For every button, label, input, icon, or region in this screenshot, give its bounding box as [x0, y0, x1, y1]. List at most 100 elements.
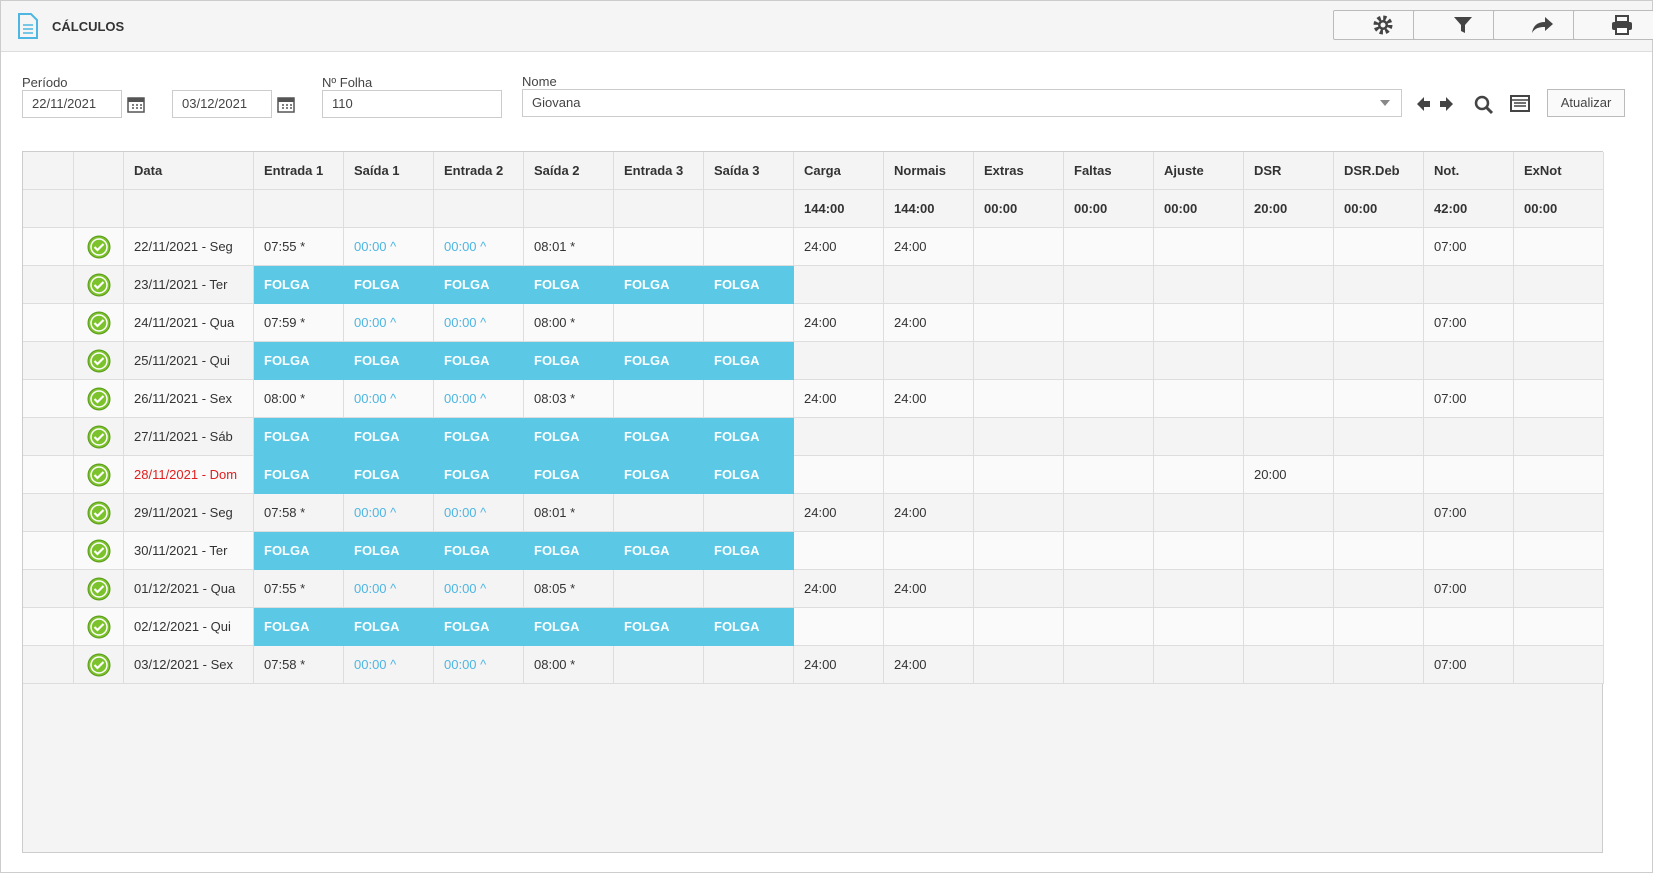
data-cell: 24:00: [884, 494, 974, 532]
calendar-icon[interactable]: [277, 95, 295, 113]
data-cell: FOLGA: [344, 608, 434, 646]
status-cell: [74, 608, 124, 646]
data-cell: [704, 646, 794, 684]
row-cell: [23, 532, 74, 570]
data-cell: 24:00: [884, 380, 974, 418]
data-cell: 07:00: [1424, 494, 1514, 532]
folha-label: Nº Folha: [322, 75, 373, 90]
row-cell: [23, 646, 74, 684]
print-button[interactable]: [1573, 10, 1653, 40]
data-cell: 07:00: [1424, 304, 1514, 342]
row-cell: [23, 494, 74, 532]
data-cell: 30/11/2021 - Ter: [124, 532, 254, 570]
data-cell: 00:00 ^: [434, 304, 524, 342]
check-icon: [87, 653, 110, 676]
data-cell: [974, 380, 1064, 418]
data-cell: [1154, 646, 1244, 684]
data-cell: 20:00: [1244, 456, 1334, 494]
status-cell: [74, 570, 124, 608]
data-cell: 24:00: [794, 570, 884, 608]
totals-cell: [344, 190, 434, 228]
data-cell: [1424, 608, 1514, 646]
totals-cell: 00:00: [974, 190, 1064, 228]
data-cell: [1154, 532, 1244, 570]
end-date[interactable]: 03/12/2021: [172, 90, 272, 118]
atualizar-button[interactable]: Atualizar: [1547, 89, 1625, 117]
data-cell: 25/11/2021 - Qui: [124, 342, 254, 380]
data-cell: [1154, 456, 1244, 494]
data-cell: FOLGA: [614, 418, 704, 456]
top-bar: CÁLCULOS: [1, 1, 1653, 52]
data-cell: FOLGA: [434, 342, 524, 380]
header-cell: [74, 152, 124, 190]
data-cell: [974, 418, 1064, 456]
swap-icon[interactable]: [1415, 94, 1455, 114]
check-icon: [87, 273, 110, 296]
status-cell: [74, 646, 124, 684]
data-cell: [974, 646, 1064, 684]
totals-cell: [434, 190, 524, 228]
data-cell: [1154, 570, 1244, 608]
data-cell: 08:03 *: [524, 380, 614, 418]
data-cell: FOLGA: [614, 456, 704, 494]
start-date[interactable]: 22/11/2021: [22, 90, 122, 118]
data-cell: FOLGA: [344, 456, 434, 494]
data-cell: [1064, 342, 1154, 380]
check-icon: [87, 311, 110, 334]
header-cell: Ajuste: [1154, 152, 1244, 190]
data-cell: FOLGA: [344, 342, 434, 380]
data-cell: FOLGA: [704, 532, 794, 570]
check-icon: [87, 387, 110, 410]
check-icon: [87, 501, 110, 524]
check-icon: [87, 615, 110, 638]
data-cell: [614, 304, 704, 342]
data-cell: FOLGA: [704, 342, 794, 380]
header-cell: Data: [124, 152, 254, 190]
data-cell: 23/11/2021 - Ter: [124, 266, 254, 304]
data-cell: [974, 266, 1064, 304]
data-cell: 00:00 ^: [434, 570, 524, 608]
data-cell: [884, 532, 974, 570]
data-cell: 27/11/2021 - Sáb: [124, 418, 254, 456]
header-cell: Saída 2: [524, 152, 614, 190]
data-cell: [1334, 456, 1424, 494]
data-cell: 08:05 *: [524, 570, 614, 608]
data-cell: [1514, 304, 1604, 342]
calendar-icon[interactable]: [127, 95, 145, 113]
data-cell: [1244, 570, 1334, 608]
data-cell: FOLGA: [524, 266, 614, 304]
data-cell: [974, 608, 1064, 646]
data-cell: [704, 228, 794, 266]
totals-cell: 144:00: [884, 190, 974, 228]
data-cell: 08:00 *: [524, 646, 614, 684]
header-cell: Saída 1: [344, 152, 434, 190]
data-cell: 24:00: [794, 380, 884, 418]
data-cell: [1154, 266, 1244, 304]
data-cell: [974, 228, 1064, 266]
data-cell: [1334, 266, 1424, 304]
data-cell: [1334, 646, 1424, 684]
data-cell: 00:00 ^: [344, 494, 434, 532]
list-icon[interactable]: [1510, 95, 1530, 113]
data-cell: 00:00 ^: [344, 380, 434, 418]
data-cell: 24:00: [794, 304, 884, 342]
row-cell: [23, 456, 74, 494]
data-cell: [794, 532, 884, 570]
data-cell: [794, 342, 884, 380]
data-cell: FOLGA: [434, 456, 524, 494]
data-cell: [1244, 646, 1334, 684]
data-cell: [1064, 228, 1154, 266]
data-cell: [1244, 418, 1334, 456]
data-cell: [1424, 342, 1514, 380]
calc-table: Data Entrada 1 Saída 1 Entrada 2 Saída 2 Entr…: [22, 151, 1604, 853]
data-cell: [974, 304, 1064, 342]
data-cell: 24:00: [794, 646, 884, 684]
data-cell: [614, 570, 704, 608]
data-cell: [1334, 380, 1424, 418]
nome-select[interactable]: Giovana: [522, 89, 1402, 117]
row-cell: [23, 304, 74, 342]
data-cell: [974, 494, 1064, 532]
data-cell: [614, 646, 704, 684]
folha-input[interactable]: 110: [322, 90, 502, 118]
search-icon[interactable]: [1474, 95, 1494, 115]
